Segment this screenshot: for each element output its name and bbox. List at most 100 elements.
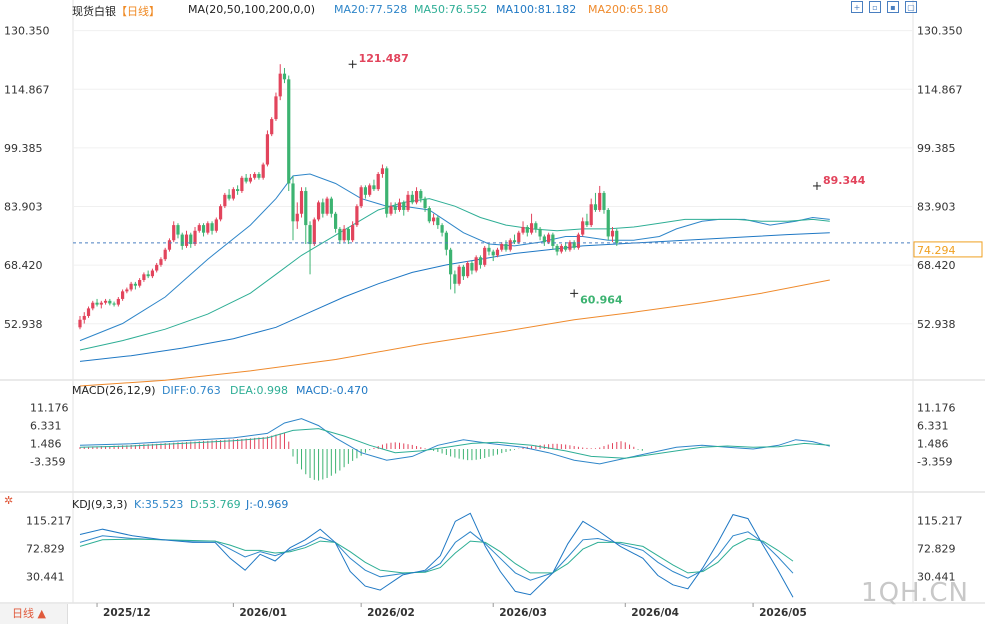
extreme-label: 89.344 <box>823 174 866 187</box>
candle-body <box>78 319 82 328</box>
ma-line-ma50 <box>79 198 830 351</box>
candle-body <box>572 242 576 248</box>
candle-body <box>525 226 529 233</box>
candle-body <box>389 206 393 214</box>
candle-body <box>372 185 376 190</box>
candle-body <box>359 187 363 207</box>
candle-body <box>172 225 176 241</box>
candle-body <box>253 173 257 178</box>
macd-y-tick-right: -3.359 <box>917 455 952 468</box>
candle-body <box>589 204 593 226</box>
candle-body <box>615 230 619 243</box>
candle-body <box>112 303 116 305</box>
macd-diff: DIFF:0.763 <box>162 384 221 397</box>
last-price-box <box>913 241 983 258</box>
candle-body <box>593 204 598 210</box>
candle-body <box>559 245 563 252</box>
zoom-in-icon[interactable]: ▫ <box>869 1 881 13</box>
candle-body <box>329 198 333 214</box>
kdj-k-line <box>79 531 794 581</box>
candle-body <box>547 234 551 243</box>
macd-y-tick-right: 6.331 <box>917 420 949 433</box>
candle-body <box>521 226 525 233</box>
period-selector-button[interactable]: 日线 ▲ <box>0 604 68 624</box>
candle-body <box>555 245 559 252</box>
candle-body <box>282 73 287 80</box>
candle-body <box>342 228 346 241</box>
y-tick-label-right: 68.420 <box>917 259 956 272</box>
candle-body <box>376 173 380 190</box>
candle-body <box>189 234 193 245</box>
kdj-params[interactable]: KDJ(9,3,3) <box>72 498 128 511</box>
ma-line-ma20 <box>79 173 830 342</box>
candle-body <box>299 191 304 214</box>
candle-body <box>210 223 214 231</box>
crosshair-icon[interactable]: + <box>851 1 863 13</box>
kdj-y-tick-right: 72.829 <box>917 543 956 556</box>
candle-body <box>551 234 555 246</box>
candle-body <box>440 225 444 233</box>
kdj-j-line <box>79 512 794 598</box>
kdj-y-tick-left: 30.441 <box>26 571 65 584</box>
zoom-out-icon[interactable]: ▪ <box>887 1 899 13</box>
candle-body <box>512 240 517 243</box>
chart-title: 现货白银【日线】 <box>72 3 160 19</box>
candle-body <box>534 223 538 229</box>
candle-body <box>470 262 474 271</box>
candle-body <box>436 217 440 226</box>
candle-body <box>129 283 133 290</box>
y-tick-label-right: 114.867 <box>917 83 963 96</box>
candle-body <box>368 185 372 195</box>
candle-body <box>206 223 210 233</box>
candle-body <box>91 302 95 309</box>
candle-body <box>265 134 270 165</box>
candle-body <box>466 262 470 277</box>
candle-body <box>138 279 142 286</box>
candle-body <box>598 192 602 210</box>
candle-body <box>491 251 495 256</box>
candle-body <box>321 202 325 214</box>
candle-body <box>295 213 299 222</box>
macd-params[interactable]: MACD(26,12,9) <box>72 384 156 397</box>
candle-body <box>385 168 389 214</box>
candle-body <box>495 249 500 256</box>
candle-body <box>103 300 108 303</box>
kdj-y-tick-right: 30.441 <box>917 571 956 584</box>
candle-body <box>244 177 248 182</box>
candle-body <box>363 187 368 195</box>
candle-body <box>602 192 606 210</box>
candle-body <box>338 228 342 241</box>
candle-body <box>316 202 321 220</box>
candle-body <box>576 234 581 248</box>
kdj-d-line <box>79 537 794 574</box>
candle-body <box>410 194 414 203</box>
candle-body <box>508 240 512 250</box>
candle-body <box>184 234 189 246</box>
period-label[interactable]: 【日线】 <box>116 5 160 18</box>
candle-body <box>419 191 423 199</box>
candle-body <box>146 274 150 277</box>
candle-body <box>483 247 487 265</box>
candle-body <box>257 173 261 178</box>
candle-body <box>155 264 159 271</box>
candle-body <box>261 164 265 178</box>
candle-body <box>393 206 397 210</box>
candle-body <box>291 183 295 222</box>
kdj-y-tick-left: 72.829 <box>26 543 65 556</box>
candle-body <box>108 300 112 304</box>
ma100-value: MA100:81.182 <box>496 3 577 16</box>
settings-icon[interactable]: ✲ <box>4 494 14 507</box>
y-tick-label-right: 99.385 <box>917 142 956 155</box>
candle-body <box>236 189 240 192</box>
candle-body <box>167 240 172 250</box>
macd-y-tick-left: -3.359 <box>30 455 65 468</box>
candle-body <box>142 274 146 280</box>
y-tick-label-left: 130.350 <box>4 25 50 38</box>
candle-body <box>444 232 448 250</box>
kdj-k: K:35.523 <box>134 498 184 511</box>
candle-body <box>95 302 99 305</box>
ma-params[interactable]: MA(20,50,100,200,0,0) <box>188 3 316 16</box>
macd-value: MACD:-0.470 <box>296 384 369 397</box>
macd-dea: DEA:0.998 <box>230 384 288 397</box>
fullscreen-icon[interactable]: ▢ <box>905 1 917 13</box>
